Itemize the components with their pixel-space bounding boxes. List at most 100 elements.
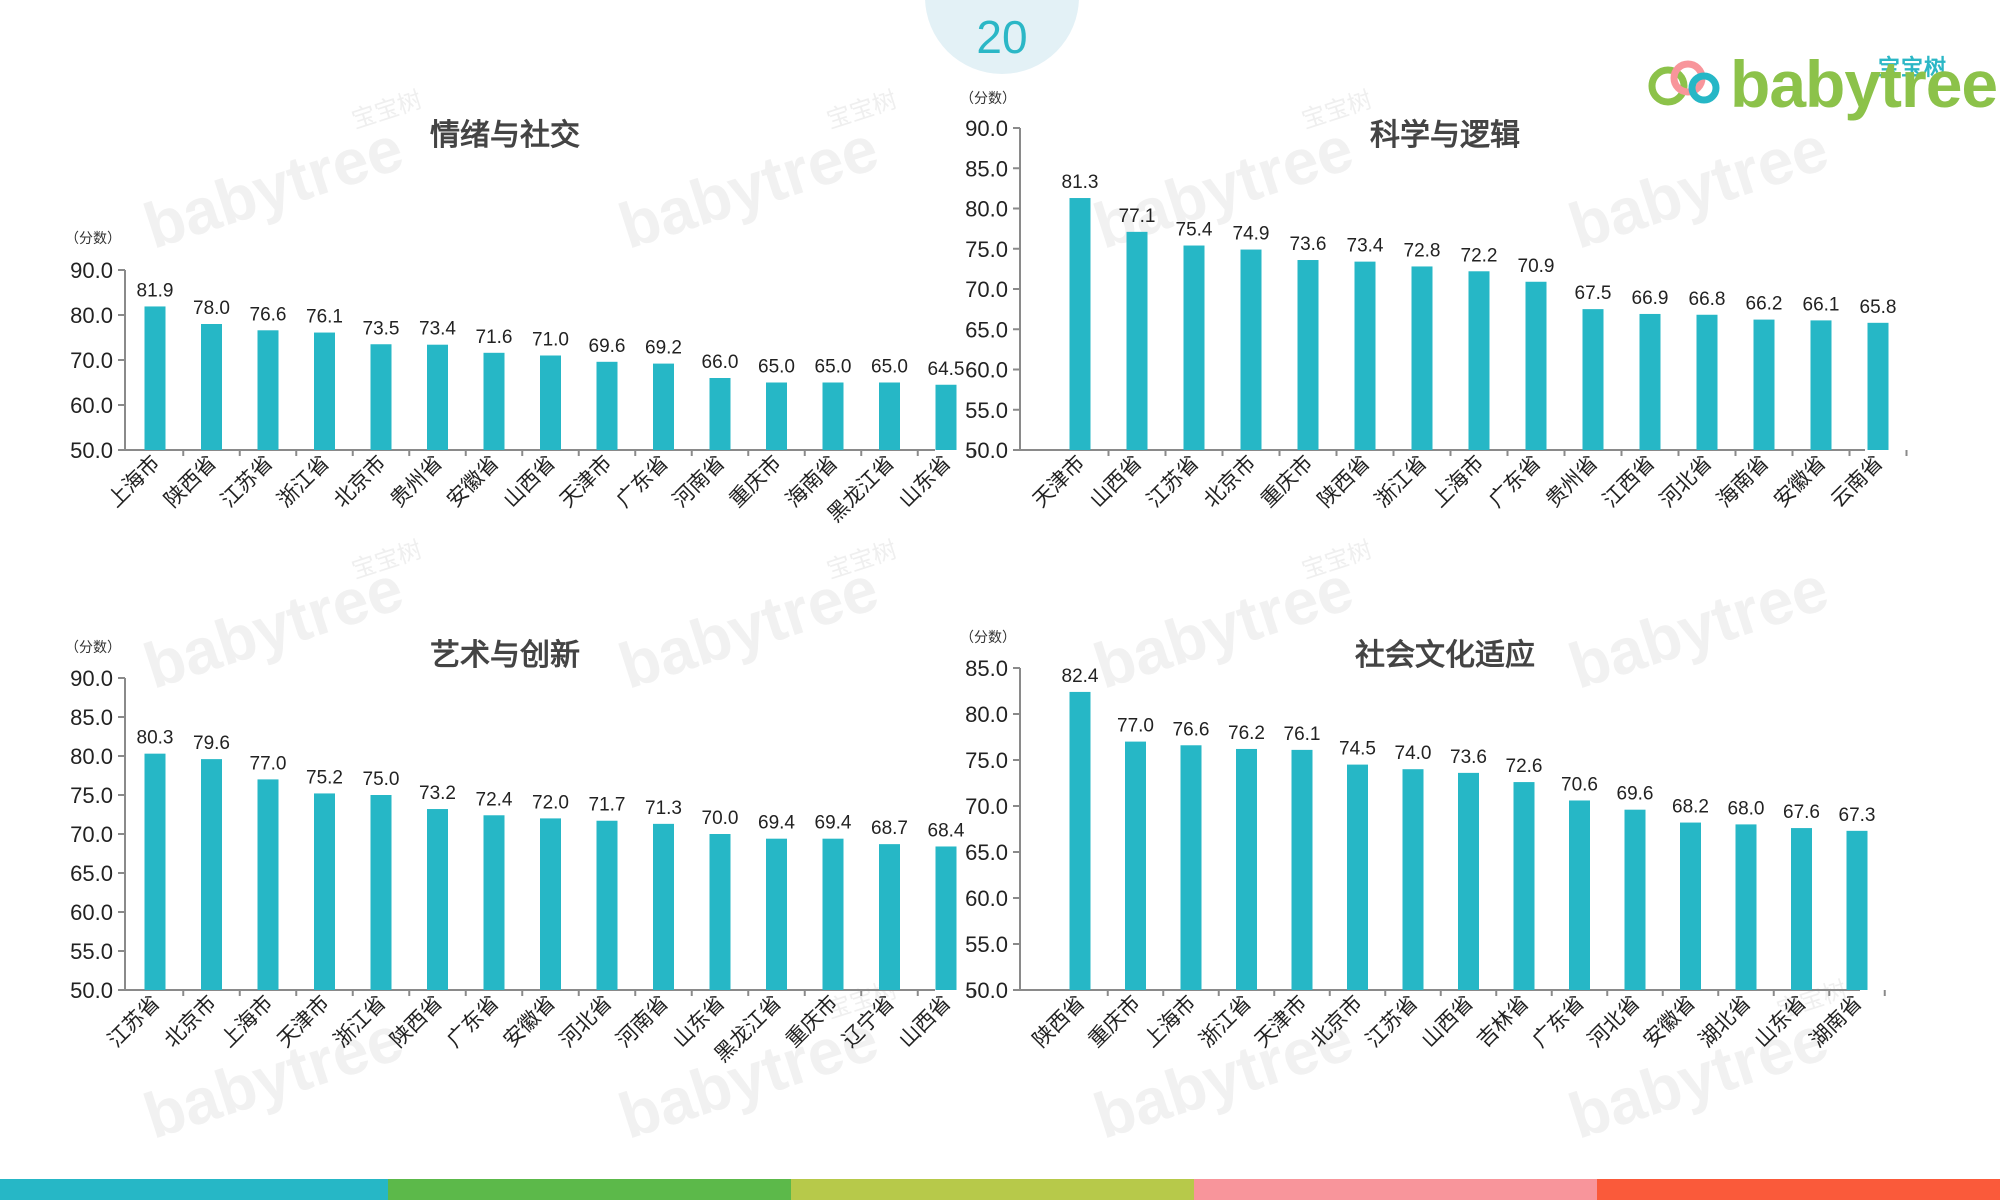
y-tick-label: 70.0 — [965, 277, 1008, 302]
x-category-label: 山西省 — [1085, 451, 1147, 513]
x-category-label: 天津市 — [1250, 991, 1312, 1053]
bar — [1513, 782, 1535, 990]
x-category-label: 江苏省 — [1361, 991, 1423, 1053]
y-tick-label: 50.0 — [70, 438, 113, 463]
y-tick-label: 55.0 — [965, 932, 1008, 957]
x-category-label: 陕西省 — [1313, 451, 1375, 513]
bar-value-label: 66.2 — [1746, 294, 1783, 315]
bar — [1183, 245, 1205, 450]
y-tick-label: 90.0 — [965, 116, 1008, 141]
y-tick-label: 60.0 — [965, 358, 1008, 383]
bar — [1458, 772, 1479, 990]
x-category-label: 安徽省 — [1639, 991, 1701, 1053]
bar-value-label: 75.4 — [1176, 220, 1213, 241]
x-category-label: 辽宁省 — [838, 991, 900, 1053]
bar-value-label: 73.5 — [363, 318, 400, 339]
x-category-label: 江苏省 — [216, 451, 278, 513]
bar — [1180, 745, 1202, 990]
bar-value-label: 66.0 — [702, 352, 739, 373]
bar-value-label: 68.4 — [928, 820, 965, 841]
x-category-label: 江西省 — [1598, 451, 1660, 513]
bar-value-label: 71.6 — [476, 327, 513, 348]
x-category-label: 河北省 — [1583, 991, 1645, 1053]
x-category-label: 陕西省 — [1028, 991, 1090, 1053]
y-tick-label: 60.0 — [70, 900, 113, 925]
y-tick-label: 70.0 — [70, 348, 113, 373]
bar-value-label: 79.6 — [193, 733, 230, 754]
x-category-label: 山西省 — [1417, 991, 1479, 1053]
bar-value-label: 70.6 — [1561, 774, 1598, 795]
x-category-label: 云南省 — [1826, 451, 1888, 513]
bar-value-label: 75.0 — [363, 769, 400, 790]
bar — [1569, 800, 1590, 990]
x-category-label: 安徽省 — [442, 451, 504, 513]
y-tick-label: 50.0 — [70, 978, 113, 1003]
bar-value-label: 71.3 — [645, 798, 682, 819]
bar — [144, 306, 166, 450]
bar-value-label: 81.3 — [1062, 172, 1099, 193]
x-category-label: 山西省 — [499, 451, 561, 513]
x-category-label: 天津市 — [1028, 451, 1090, 513]
x-category-label: 浙江省 — [273, 451, 335, 513]
chart-science-logic: 科学与逻辑 （分数） 50.0 55.0 60.0 65.0 70.0 75.0 80.0 85.… — [960, 91, 1908, 513]
chart-emotion-social: 情绪与社交（分数）50.060.070.080.090.081.9上海市78.0… — [65, 118, 976, 527]
y-tick-label: 85.0 — [965, 656, 1008, 681]
bar — [201, 759, 222, 990]
bar-value-label: 76.1 — [306, 307, 343, 328]
chart-title: 科学与逻辑 — [1370, 118, 1520, 153]
chart-social-culture: 社会文化适应 （分数） 50.0 55.0 60.0 65.0 70.0 75.0 80.0 85… — [960, 630, 1886, 1053]
y-tick-label: 60.0 — [70, 393, 113, 418]
y-tick-label: 75.0 — [965, 748, 1008, 773]
babytree-logo — [1648, 60, 1720, 106]
y-tick-label: 55.0 — [965, 398, 1008, 423]
bar — [1126, 231, 1148, 450]
bar-value-label: 69.2 — [645, 338, 682, 359]
footer-segment — [0, 1179, 388, 1200]
bar — [1354, 261, 1376, 450]
y-tick-label: 50.0 — [965, 438, 1008, 463]
bar-value-label: 82.4 — [1062, 666, 1099, 687]
x-category-label: 陕西省 — [160, 451, 222, 513]
x-category-label: 北京市 — [1199, 451, 1261, 513]
bar — [1069, 691, 1091, 990]
bar-value-label: 77.1 — [1119, 206, 1156, 227]
x-category-label: 重庆市 — [1084, 991, 1146, 1053]
chart-title: 社会文化适应 — [1355, 638, 1535, 673]
bar — [427, 809, 448, 990]
x-category-label: 浙江省 — [1370, 451, 1432, 513]
bar-value-label: 72.4 — [476, 789, 513, 810]
bar — [1347, 764, 1368, 990]
bar — [596, 820, 618, 990]
y-tick-label: 80.0 — [70, 744, 113, 769]
x-category-label: 上海市 — [1139, 991, 1201, 1053]
x-category-label: 北京市 — [1306, 991, 1368, 1053]
bar-value-label: 72.0 — [532, 792, 569, 813]
bar-value-label: 77.0 — [250, 753, 287, 774]
page-number: 20 — [976, 11, 1028, 63]
bar-value-label: 65.0 — [871, 357, 908, 378]
bar-value-label: 71.7 — [589, 795, 626, 816]
bar — [483, 352, 505, 450]
bar — [540, 818, 561, 990]
bar — [935, 846, 957, 990]
x-category-label: 河北省 — [555, 991, 617, 1053]
bar-value-label: 68.0 — [1728, 798, 1765, 819]
x-category-label: 浙江省 — [1195, 991, 1257, 1053]
x-category-label: 贵州省 — [386, 451, 448, 513]
bar-value-label: 76.6 — [250, 304, 287, 325]
bar — [822, 838, 844, 990]
y-tick-label: 55.0 — [70, 939, 113, 964]
bar — [935, 384, 957, 450]
bar — [1791, 828, 1812, 990]
bar-value-label: 74.5 — [1339, 739, 1376, 760]
bar-value-label: 80.3 — [137, 728, 174, 749]
bar — [370, 344, 392, 450]
y-tick-label: 75.0 — [965, 237, 1008, 262]
bar — [1069, 198, 1091, 450]
x-category-label: 重庆市 — [725, 451, 787, 513]
x-category-label: 吉林省 — [1472, 991, 1534, 1053]
bar — [879, 844, 900, 990]
bar — [1297, 260, 1319, 450]
x-category-label: 河南省 — [668, 451, 730, 513]
y-unit-label: （分数） — [960, 630, 1016, 646]
